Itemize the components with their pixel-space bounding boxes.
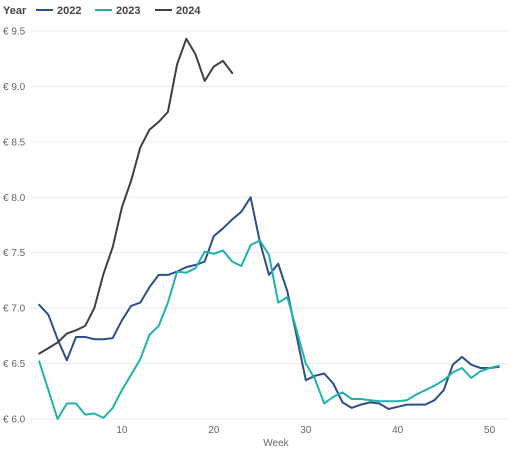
legend-item-2023[interactable]: 2023 [95,5,140,17]
legend-items[interactable]: 2022 2023 2024 [36,5,201,17]
series-line-2022[interactable] [38,196,500,410]
y-tick-label: € 7.5 [3,248,26,259]
y-tick-label: € 8.5 [3,137,26,148]
y-axis-tick-labels: € 6.0 € 6.5 € 7.0 € 7.5 € 8.0 € 8.5 € 9.0 € 9.5 [3,27,26,426]
y-tick-label: € 6.5 [3,359,26,370]
x-tick-label: 30 [300,425,312,436]
series-line-2023[interactable] [38,239,500,420]
y-tick-label: € 7.0 [3,304,26,315]
y-tick-label: € 9.5 [3,27,26,38]
legend[interactable]: Year 2022 2023 2024 [3,5,201,17]
x-tick-label: 20 [208,425,220,436]
legend-label: 2023 [116,5,140,17]
legend-label: 2022 [57,5,81,17]
x-axis-tick-labels: 10 20 30 40 50 [116,425,495,436]
x-tick-label: 50 [484,425,496,436]
legend-title: Year [3,5,27,17]
y-tick-label: € 9.0 [3,82,26,93]
x-tick-label: 40 [392,425,404,436]
y-tick-label: € 8.0 [3,193,26,204]
legend-item-2022[interactable]: 2022 [36,5,81,17]
x-axis-title: Week [263,438,289,449]
grid-lines [30,30,508,420]
y-tick-label: € 6.0 [3,415,26,426]
series-lines [38,37,500,420]
x-tick-label: 10 [116,425,128,436]
legend-label: 2024 [176,5,201,17]
series-line-2024[interactable] [38,37,234,355]
legend-item-2024[interactable]: 2024 [155,5,201,17]
